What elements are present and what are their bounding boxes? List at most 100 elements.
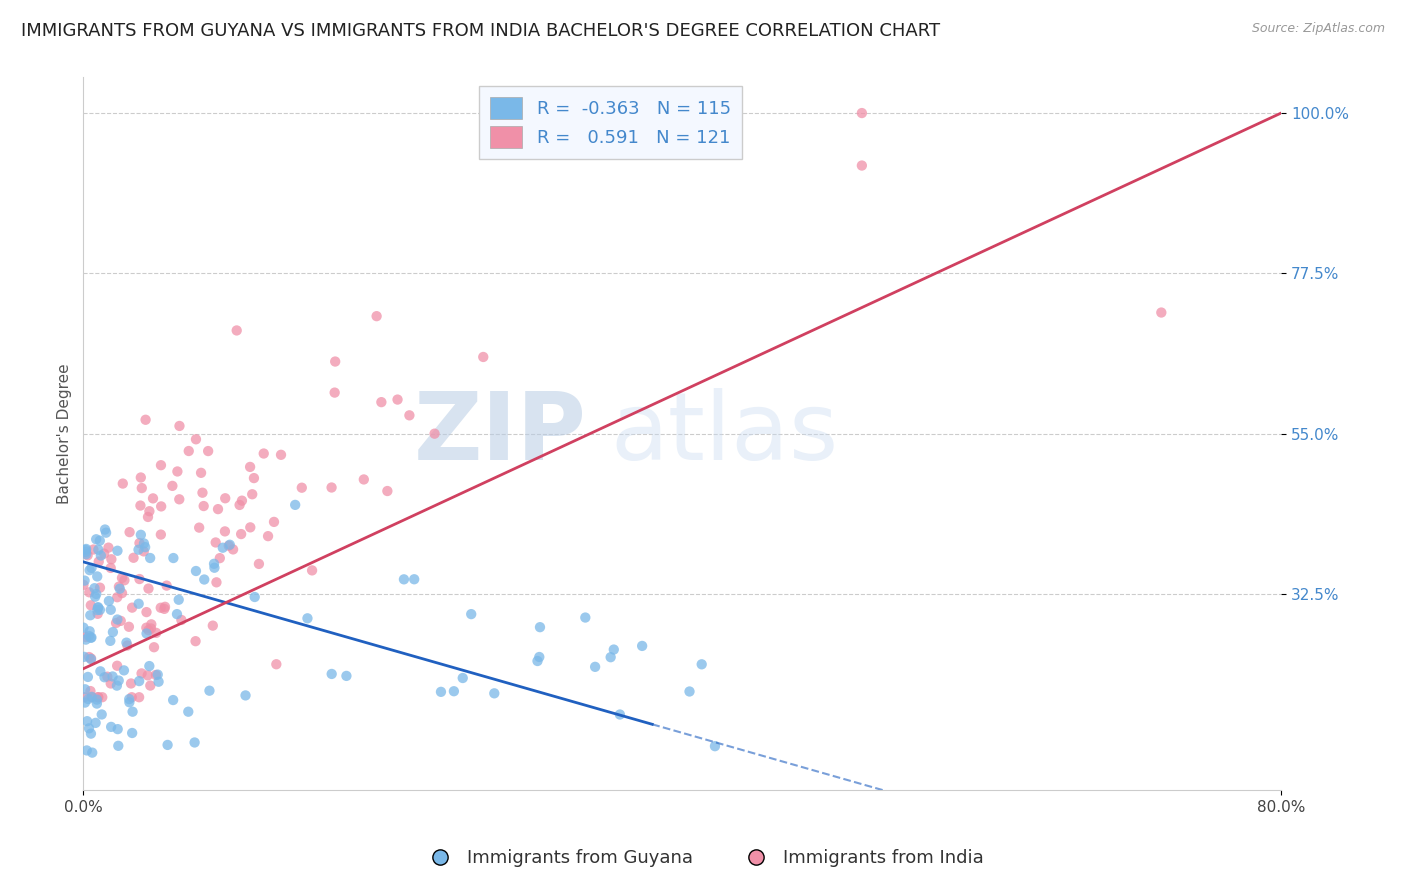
Point — [107, 739, 129, 753]
Point — [75, 682, 97, 697]
Point — [166, 607, 188, 621]
Point — [87, 555, 110, 569]
Point — [139, 679, 162, 693]
Point — [184, 634, 207, 648]
Point — [84, 590, 107, 604]
Point — [138, 504, 160, 518]
Point — [162, 479, 184, 493]
Point — [193, 573, 215, 587]
Point — [472, 350, 495, 364]
Point — [118, 695, 141, 709]
Point — [678, 684, 700, 698]
Point — [75, 547, 97, 561]
Point — [87, 600, 110, 615]
Point — [387, 392, 409, 407]
Point — [167, 592, 190, 607]
Point — [170, 613, 193, 627]
Point — [75, 630, 97, 644]
Point — [80, 652, 103, 666]
Point — [128, 674, 150, 689]
Point — [451, 671, 474, 685]
Point — [94, 525, 117, 540]
Point — [90, 707, 112, 722]
Point — [145, 668, 167, 682]
Point — [188, 521, 211, 535]
Point — [101, 669, 124, 683]
Point — [243, 590, 266, 604]
Point — [105, 615, 128, 630]
Point — [112, 574, 135, 588]
Point — [79, 684, 101, 698]
Point — [73, 690, 96, 705]
Point — [97, 594, 120, 608]
Point — [231, 493, 253, 508]
Point — [323, 385, 346, 400]
Point — [121, 726, 143, 740]
Point — [156, 738, 179, 752]
Point — [321, 481, 343, 495]
Point — [231, 527, 253, 541]
Point — [583, 660, 606, 674]
Point — [184, 564, 207, 578]
Point — [335, 669, 357, 683]
Point — [77, 585, 100, 599]
Point — [321, 667, 343, 681]
Point — [529, 650, 551, 665]
Text: atlas: atlas — [610, 388, 838, 480]
Point — [107, 722, 129, 736]
Point — [148, 674, 170, 689]
Point — [235, 689, 257, 703]
Text: ZIP: ZIP — [413, 388, 586, 480]
Point — [128, 572, 150, 586]
Point — [84, 587, 107, 601]
Point — [90, 549, 112, 563]
Point — [201, 618, 224, 632]
Point — [93, 547, 115, 561]
Point — [100, 552, 122, 566]
Point — [631, 639, 654, 653]
Point — [87, 542, 110, 557]
Point — [599, 650, 621, 665]
Point — [128, 690, 150, 705]
Point — [136, 668, 159, 682]
Point — [87, 600, 110, 615]
Point — [135, 605, 157, 619]
Point — [150, 500, 173, 514]
Point — [183, 735, 205, 749]
Point — [460, 607, 482, 621]
Point — [72, 621, 94, 635]
Point — [153, 602, 176, 616]
Point — [141, 617, 163, 632]
Point — [228, 498, 250, 512]
Point — [80, 631, 103, 645]
Point — [118, 692, 141, 706]
Point — [177, 705, 200, 719]
Point — [204, 535, 226, 549]
Point — [851, 106, 873, 120]
Point — [138, 582, 160, 596]
Point — [105, 679, 128, 693]
Point — [135, 621, 157, 635]
Point — [91, 690, 114, 705]
Point — [301, 563, 323, 577]
Point — [105, 591, 128, 605]
Point — [107, 673, 129, 688]
Point — [353, 472, 375, 486]
Point — [135, 626, 157, 640]
Point — [398, 409, 420, 423]
Point — [266, 657, 288, 672]
Point — [75, 543, 97, 558]
Point — [80, 690, 103, 705]
Point — [704, 739, 727, 754]
Point — [84, 533, 107, 547]
Point — [225, 323, 247, 337]
Point — [139, 551, 162, 566]
Point — [83, 581, 105, 595]
Point — [89, 581, 111, 595]
Point — [142, 491, 165, 506]
Point — [79, 608, 101, 623]
Point — [107, 543, 129, 558]
Text: Source: ZipAtlas.com: Source: ZipAtlas.com — [1251, 22, 1385, 36]
Point — [135, 413, 157, 427]
Point — [202, 557, 225, 571]
